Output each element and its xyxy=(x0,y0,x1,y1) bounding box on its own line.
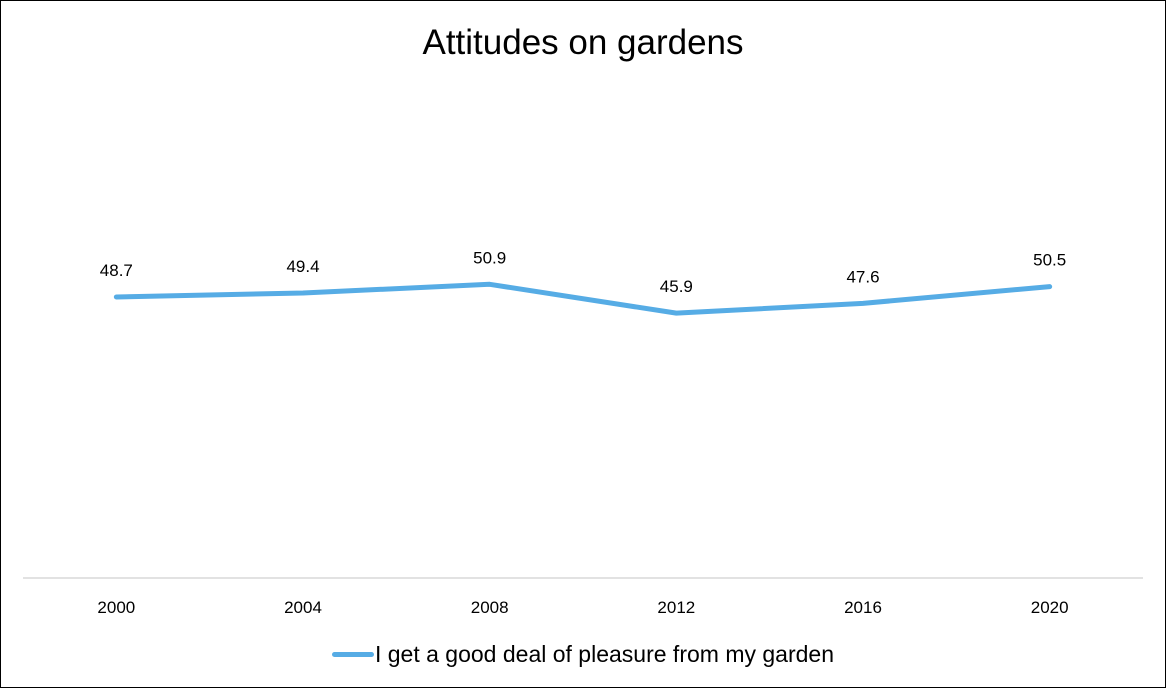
data-label: 47.6 xyxy=(846,267,879,286)
x-tick-label: 2012 xyxy=(657,598,695,617)
data-label: 50.5 xyxy=(1033,251,1066,270)
x-tick-label: 2016 xyxy=(844,598,882,617)
series-layer xyxy=(113,281,1053,316)
x-tick-label: 2020 xyxy=(1031,598,1069,617)
data-label: 50.9 xyxy=(473,248,506,267)
x-tick-label: 2000 xyxy=(97,598,135,617)
data-label: 48.7 xyxy=(100,261,133,280)
x-tick-layer: 2000 2004 2008 2012 2016 2020 xyxy=(97,598,1068,617)
legend-swatch xyxy=(331,652,374,657)
legend-label: I get a good deal of pleasure from my ga… xyxy=(374,641,834,667)
series-line xyxy=(113,281,1053,316)
x-tick-label: 2004 xyxy=(284,598,322,617)
data-label-layer: 48.7 49.4 50.9 45.9 47.6 50.5 xyxy=(100,248,1066,296)
chart-title: Attitudes on gardens xyxy=(422,23,744,62)
x-tick-label: 2008 xyxy=(471,598,509,617)
legend: I get a good deal of pleasure from my ga… xyxy=(1,641,1165,668)
data-label: 49.4 xyxy=(286,257,319,276)
data-label: 45.9 xyxy=(660,277,693,296)
